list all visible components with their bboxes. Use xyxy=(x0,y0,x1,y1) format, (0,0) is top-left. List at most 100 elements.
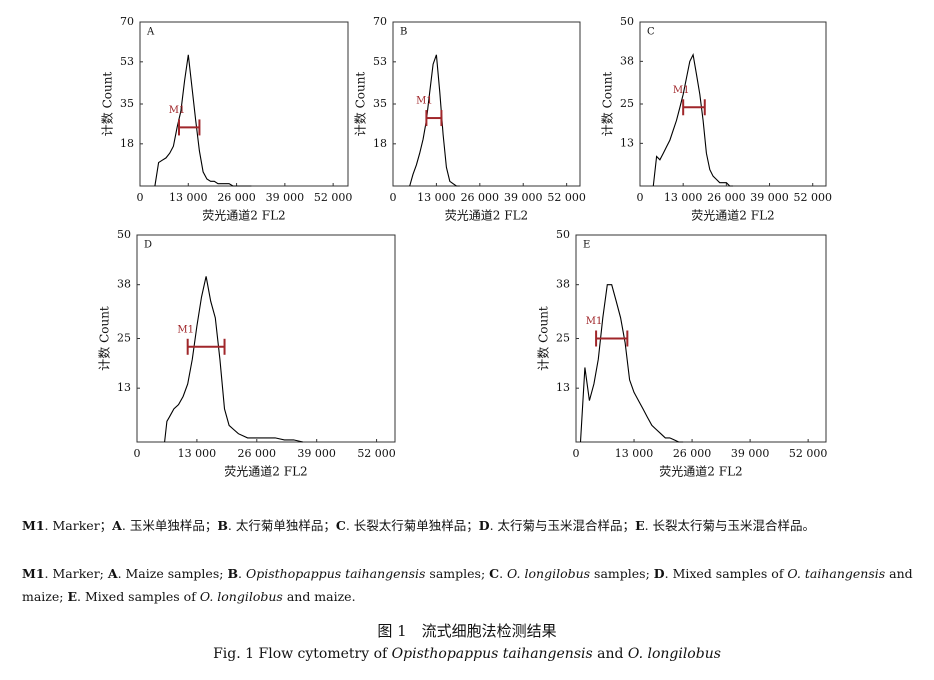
caption-part: and maize. xyxy=(282,589,356,604)
caption-part: D xyxy=(478,518,490,533)
y-tick-label: 25 xyxy=(620,97,634,110)
x-tick-label: 26 000 xyxy=(217,191,256,204)
caption-part: samples; xyxy=(425,566,490,581)
histogram-line xyxy=(652,53,733,187)
caption-part: O. longilobus xyxy=(199,589,283,604)
caption-part: . Mixed samples of xyxy=(77,589,200,604)
x-tick-label: 39 000 xyxy=(731,447,770,460)
x-tick-label: 13 000 xyxy=(664,191,703,204)
panel-label: B xyxy=(400,27,407,38)
y-tick-label: 13 xyxy=(620,136,634,149)
y-axis-label: 计数 Count xyxy=(97,306,112,371)
y-tick-label: 38 xyxy=(620,54,634,67)
x-tick-label: 26 000 xyxy=(461,191,500,204)
marker-label: M1 xyxy=(673,85,690,96)
x-tick-label: 0 xyxy=(573,447,580,460)
x-tick-label: 52 000 xyxy=(789,447,828,460)
caption-part: Opisthopappus taihangensis xyxy=(245,566,426,581)
caption-part: . 太行菊单独样品； xyxy=(227,518,336,533)
y-axis-label: 计数 Count xyxy=(536,306,551,371)
y-tick-label: 35 xyxy=(120,97,134,110)
x-axis-label: 荧光通道2 FL2 xyxy=(224,465,307,479)
caption-part: B xyxy=(227,566,239,581)
y-axis-label: 计数 Count xyxy=(100,72,115,137)
y-axis-label: 计数 Count xyxy=(353,72,368,137)
y-tick-label: 35 xyxy=(373,97,387,110)
caption-part: . Mixed samples of xyxy=(664,566,788,581)
histogram-line xyxy=(579,284,684,443)
caption-part: . 长裂太行菊与玉米混合样品。 xyxy=(644,518,816,533)
caption-part: . Marker; xyxy=(44,566,108,581)
x-tick-label: 39 000 xyxy=(266,191,305,204)
title-part: Opisthopappus taihangensis xyxy=(391,646,593,662)
x-tick-label: 13 000 xyxy=(169,191,208,204)
title-part: Fig. 1 Flow cytometry of xyxy=(213,646,392,662)
y-axis-label: 计数 Count xyxy=(600,72,615,137)
x-tick-label: 0 xyxy=(637,191,644,204)
y-tick-label: 53 xyxy=(120,55,134,68)
x-tick-label: 39 000 xyxy=(504,191,543,204)
x-tick-label: 52 000 xyxy=(314,191,353,204)
x-tick-label: 39 000 xyxy=(750,191,789,204)
caption-part: M1 xyxy=(22,566,45,581)
y-tick-label: 50 xyxy=(556,228,570,241)
y-tick-label: 18 xyxy=(120,137,134,150)
y-tick-label: 50 xyxy=(620,15,634,28)
histogram-line xyxy=(409,54,460,187)
caption-part: . 长裂太行菊单独样品； xyxy=(345,518,479,533)
y-tick-label: 53 xyxy=(373,55,387,68)
caption-part: . 太行菊与玉米混合样品； xyxy=(489,518,636,533)
x-axis-label: 荧光通道2 FL2 xyxy=(691,209,774,223)
caption-part: E xyxy=(635,518,645,533)
y-tick-label: 70 xyxy=(120,15,134,28)
caption-part: D xyxy=(653,566,665,581)
y-tick-label: 50 xyxy=(117,228,131,241)
caption-part: O. taihangensis xyxy=(787,566,886,581)
plot-frame xyxy=(639,21,827,187)
y-tick-label: 38 xyxy=(117,278,131,291)
x-axis-label: 荧光通道2 FL2 xyxy=(202,209,285,223)
panel-label: E xyxy=(583,240,590,251)
x-axis-label: 荧光通道2 FL2 xyxy=(445,209,528,223)
panel-label: D xyxy=(144,240,152,251)
caption-part: . xyxy=(499,566,508,581)
x-tick-label: 0 xyxy=(137,191,144,204)
x-tick-label: 0 xyxy=(134,447,141,460)
panel-label: A xyxy=(146,27,155,38)
x-tick-label: 52 000 xyxy=(357,447,396,460)
x-tick-label: 26 000 xyxy=(707,191,746,204)
x-tick-label: 13 000 xyxy=(417,191,456,204)
x-tick-label: 52 000 xyxy=(793,191,832,204)
x-tick-label: 13 000 xyxy=(615,447,654,460)
caption-part: and maize; xyxy=(22,566,913,604)
caption-part: . Marker； xyxy=(44,518,113,533)
y-tick-label: 70 xyxy=(373,15,387,28)
histogram-line xyxy=(154,54,252,187)
panel-label: C xyxy=(647,27,655,38)
caption-part: B xyxy=(217,518,228,533)
marker-label: M1 xyxy=(586,316,603,327)
y-tick-label: 25 xyxy=(117,332,131,345)
y-tick-label: 13 xyxy=(556,381,570,394)
caption-part: . 玉米单独样品； xyxy=(121,518,218,533)
title-part: and xyxy=(592,646,628,662)
caption-part: E xyxy=(67,589,78,604)
x-tick-label: 13 000 xyxy=(178,447,217,460)
caption-part: . Maize samples; xyxy=(117,566,228,581)
title-part: O. longilobus xyxy=(627,646,721,662)
caption-en: M1. Marker; A. Maize samples; B. Opistho… xyxy=(22,562,922,608)
caption-part: A xyxy=(112,518,122,533)
histogram-line xyxy=(164,276,304,443)
x-tick-label: 26 000 xyxy=(238,447,277,460)
plot-frame xyxy=(136,234,396,443)
caption-part: M1 xyxy=(22,518,45,533)
caption-part: C xyxy=(335,518,346,533)
marker-label: M1 xyxy=(177,324,194,335)
caption-zh: M1. Marker；A. 玉米单独样品；B. 太行菊单独样品；C. 长裂太行菊… xyxy=(22,514,922,537)
marker-label: M1 xyxy=(169,105,186,116)
x-tick-label: 0 xyxy=(390,191,397,204)
caption-part: O. longilobus xyxy=(507,566,591,581)
y-tick-label: 38 xyxy=(556,278,570,291)
figure-title-zh: 图 1 流式细胞法检测结果 xyxy=(377,622,557,640)
